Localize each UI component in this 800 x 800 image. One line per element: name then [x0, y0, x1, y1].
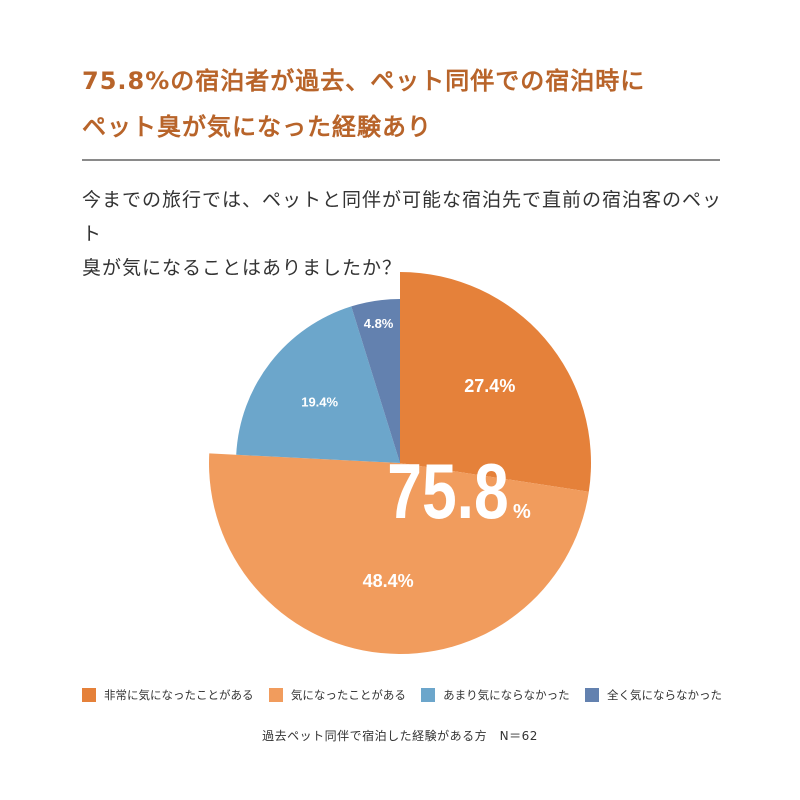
- slice-label: 48.4%: [363, 571, 414, 591]
- legend-swatch: [82, 688, 96, 702]
- legend-swatch: [268, 688, 283, 702]
- chart-title: 75.8%の宿泊者が過去、ペット同伴での宿泊時に ペット臭が気になった経験あり: [82, 58, 645, 150]
- legend-label: あまり気にならなかった: [443, 688, 570, 702]
- legend-label: 非常に気になったことがある: [104, 688, 254, 702]
- slice-label: 4.8%: [364, 316, 394, 331]
- pie-slice: [236, 306, 400, 463]
- center-unit: %: [513, 501, 531, 523]
- pie-slice: [400, 272, 591, 492]
- legend-swatch: [584, 688, 599, 702]
- title-line-2: ペット臭が気になった経験あり: [82, 113, 432, 141]
- legend-label: 気になったことがある: [290, 688, 406, 702]
- pie-slice: [351, 299, 400, 463]
- slice-label: 19.4%: [301, 395, 338, 410]
- legend-item: 非常に気になったことがある: [82, 687, 254, 703]
- legend-label: 全く気にならなかった: [606, 688, 722, 702]
- sample-note: 過去ペット同伴で宿泊した経験がある方 N＝62: [262, 729, 538, 743]
- divider: [82, 159, 720, 161]
- question-line-1: 今までの旅行では、ペットと同伴が可能な宿泊先で直前の宿泊客のペット: [82, 189, 723, 245]
- pie-slice: [209, 453, 589, 654]
- legend: 非常に気になったことがある 気になったことがある あまり気にならなかった 全く気…: [82, 687, 722, 703]
- legend-item: あまり気にならなかった: [421, 687, 570, 703]
- center-value: 75.8: [387, 447, 508, 534]
- legend-item: 気になったことがある: [268, 687, 406, 703]
- slice-label: 27.4%: [464, 376, 515, 396]
- survey-question: 今までの旅行では、ペットと同伴が可能な宿泊先で直前の宿泊客のペット 臭が気になる…: [82, 183, 732, 285]
- title-line-1: 75.8%の宿泊者が過去、ペット同伴での宿泊時に: [82, 67, 646, 95]
- legend-item: 全く気にならなかった: [584, 687, 722, 703]
- legend-swatch: [421, 688, 436, 702]
- question-line-2: 臭が気になることはありましたか？: [82, 257, 403, 279]
